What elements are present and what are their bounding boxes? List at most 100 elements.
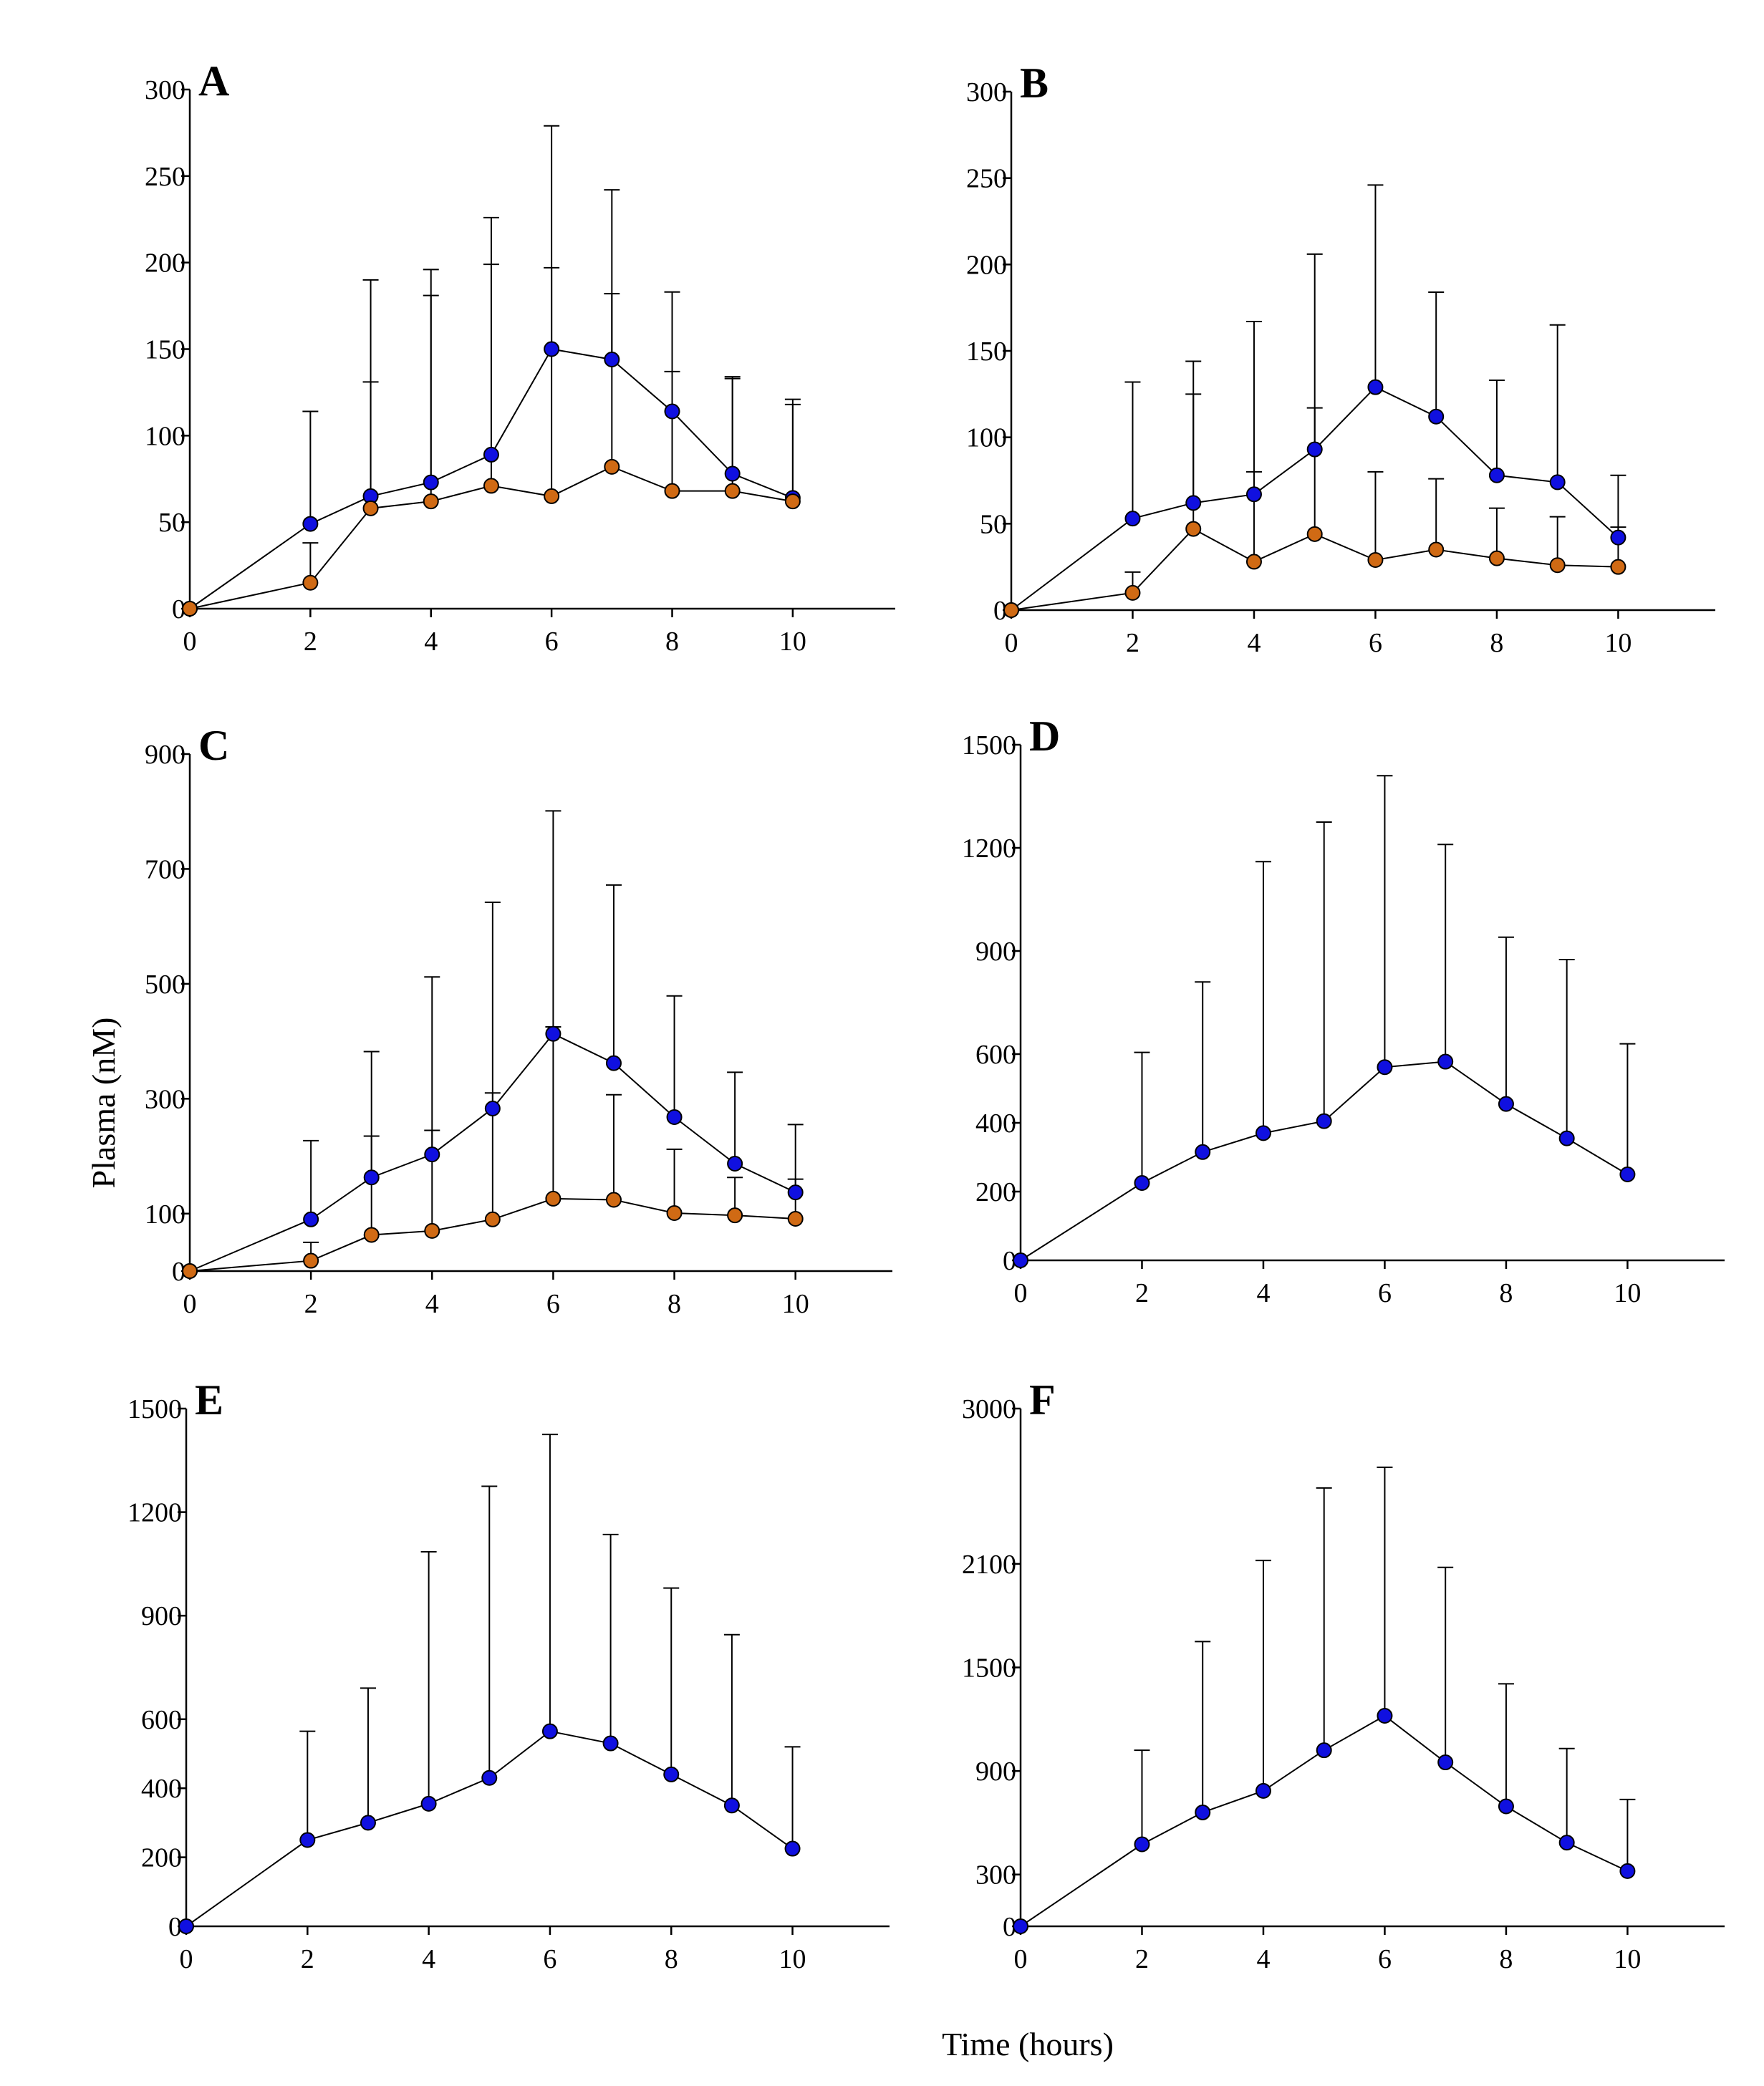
data-point-blue (1013, 1252, 1028, 1268)
x-tick-label: 0 (1014, 1944, 1028, 1974)
data-point-blue (1195, 1804, 1211, 1820)
data-point-blue (541, 1723, 558, 1739)
y-tick-label: 600 (141, 1705, 182, 1735)
y-tick-label: 0 (1003, 1912, 1016, 1942)
x-tick-label: 4 (1256, 1944, 1270, 1974)
data-point-blue (787, 1184, 804, 1201)
x-tick-label: 4 (424, 627, 438, 657)
x-tick-label: 10 (779, 1944, 806, 1974)
data-point-orange (545, 1190, 562, 1207)
data-point-blue (1558, 1130, 1575, 1146)
data-point-orange (544, 488, 560, 504)
y-tick-label: 0 (172, 1257, 185, 1287)
y-tick-label: 200 (975, 1177, 1016, 1207)
x-tick-label: 4 (1247, 628, 1261, 658)
x-tick-label: 4 (1256, 1278, 1270, 1308)
x-tick-label: 6 (1378, 1278, 1392, 1308)
panel-label: F (1029, 1376, 1056, 1424)
y-tick-label: 900 (975, 1757, 1016, 1787)
data-point-orange (1245, 554, 1262, 570)
x-tick-label: 8 (667, 1289, 681, 1319)
y-tick-label: 200 (145, 248, 185, 279)
series-line-orange (189, 1197, 796, 1272)
x-tick-label: 4 (425, 1289, 439, 1319)
x-tick-label: 6 (543, 1944, 556, 1974)
y-tick-label: 0 (172, 594, 185, 624)
data-point-orange (1610, 559, 1626, 575)
data-point-orange (724, 483, 741, 499)
data-point-blue (1255, 1125, 1271, 1141)
x-tick-label: 0 (180, 1944, 193, 1974)
data-point-orange (727, 1207, 743, 1224)
x-tick-label: 10 (779, 627, 806, 657)
y-tick-label: 900 (975, 937, 1016, 967)
y-tick-label: 600 (975, 1040, 1016, 1070)
y-tick-label: 900 (145, 740, 185, 770)
data-point-blue (784, 1840, 801, 1857)
y-tick-label: 300 (975, 1860, 1016, 1891)
data-point-blue (1185, 495, 1202, 511)
data-point-blue (544, 341, 560, 357)
y-tick-label: 50 (980, 509, 1007, 539)
data-point-orange (423, 493, 439, 510)
series-line-orange (1011, 528, 1619, 611)
data-point-orange (664, 483, 680, 499)
data-point-blue (1195, 1144, 1211, 1160)
y-tick-label: 300 (145, 75, 185, 105)
y-tick-label: 1200 (127, 1498, 182, 1528)
data-point-blue (1134, 1836, 1150, 1853)
series-line-blue (189, 348, 794, 609)
y-tick-label: 400 (141, 1774, 182, 1804)
data-point-blue (1316, 1742, 1332, 1759)
data-point-orange (787, 1210, 804, 1227)
x-tick-label: 0 (1014, 1278, 1028, 1308)
data-point-orange (784, 493, 801, 510)
x-tick-label: 2 (1135, 1944, 1149, 1974)
panel-a: 0 50 100 150 200 250 300 0 2 4 6 8 10 A (145, 57, 895, 657)
data-point-orange (1003, 602, 1019, 618)
data-point-orange (302, 574, 319, 591)
data-point-blue (1245, 486, 1262, 503)
x-tick-label: 2 (304, 627, 317, 657)
x-tick-label: 4 (422, 1944, 435, 1974)
data-point-blue (302, 516, 319, 532)
data-point-orange (1428, 541, 1445, 558)
data-point-blue (424, 1146, 440, 1163)
data-point-blue (1498, 1798, 1514, 1815)
data-point-blue (666, 1109, 683, 1126)
x-tick-label: 6 (1369, 628, 1382, 658)
x-tick-label: 6 (1378, 1944, 1392, 1974)
y-axis-title: Plasma (nM) (85, 1018, 122, 1189)
data-point-blue (1619, 1167, 1636, 1182)
data-point-orange (605, 1192, 622, 1208)
data-point-blue (1558, 1835, 1575, 1851)
y-tick-label: 700 (145, 854, 185, 884)
y-tick-label: 900 (141, 1601, 182, 1631)
data-point-blue (1013, 1918, 1028, 1934)
data-point-blue (664, 403, 680, 420)
data-point-blue (1367, 379, 1384, 395)
series-line-blue (189, 1033, 796, 1272)
data-point-blue (303, 1211, 319, 1227)
x-tick-label: 8 (1499, 1278, 1513, 1308)
data-point-blue (420, 1795, 437, 1812)
data-point-blue (605, 1055, 622, 1071)
y-tick-label: 0 (168, 1912, 182, 1942)
panel-label: A (198, 57, 229, 105)
x-tick-label: 10 (1604, 628, 1632, 658)
y-tick-label: 100 (966, 423, 1007, 453)
x-axis-title: Time (hours) (942, 2026, 1114, 2062)
data-point-orange (1367, 552, 1384, 569)
x-tick-label: 8 (665, 627, 679, 657)
data-point-orange (424, 1222, 440, 1239)
y-tick-label: 1200 (962, 834, 1016, 864)
data-point-orange (1124, 584, 1141, 601)
y-tick-label: 3000 (962, 1394, 1016, 1424)
y-tick-label: 200 (141, 1843, 182, 1873)
y-tick-label: 250 (966, 164, 1007, 194)
data-point-blue (1316, 1113, 1332, 1129)
data-point-blue (724, 465, 741, 482)
series-line-blue (185, 1730, 794, 1927)
data-point-blue (1255, 1782, 1271, 1799)
series-line-blue (1020, 1714, 1628, 1927)
